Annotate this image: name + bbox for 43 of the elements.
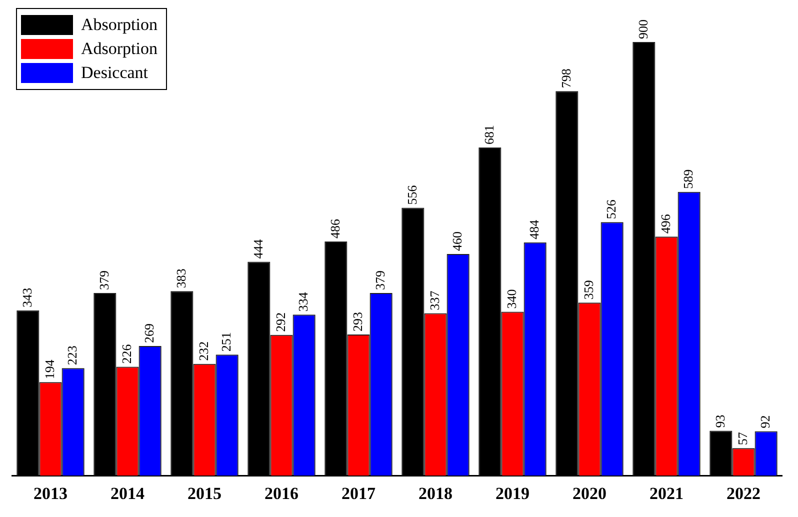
x-tick-label: 2016 [264,484,298,504]
data-label: 556 [404,184,420,205]
data-label: 486 [327,218,342,238]
data-label: 293 [350,312,365,332]
data-label: 92 [758,415,773,428]
data-label: 589 [680,169,696,189]
legend-label: Desiccant [81,63,148,83]
data-label: 337 [426,290,442,310]
data-label: 900 [635,20,650,39]
x-tick-label: 2020 [572,484,606,504]
data-label: 359 [580,280,596,300]
data-label: 340 [504,289,519,309]
x-tick-label: 2021 [650,484,684,504]
x-tick-label: 2018 [418,484,452,504]
data-label: 269 [142,324,157,343]
data-label: 334 [296,292,311,312]
data-label: 343 [19,288,34,308]
data-label: 223 [64,346,80,366]
data-label: 798 [558,68,574,88]
data-label: 460 [450,231,465,251]
data-label: 681 [481,125,496,145]
x-tick-label: 2017 [342,484,376,504]
x-tick-label: 2013 [34,484,68,504]
data-label: 251 [218,332,234,352]
data-label: 444 [250,238,266,259]
x-tick-label: 2019 [496,484,530,504]
x-tick-label: 2014 [110,484,145,504]
data-label: 383 [173,268,188,288]
data-label: 232 [196,341,211,361]
data-label: 484 [526,219,542,240]
data-label: 57 [734,432,750,446]
data-label: 379 [96,270,112,290]
data-label: 379 [372,270,388,290]
x-tick-label: 2022 [726,484,760,504]
x-tick-label: 2015 [188,484,222,504]
data-label: 292 [272,312,288,332]
data-label: 526 [604,199,619,220]
data-label: 93 [712,414,728,428]
legend-label: Adsorption [81,39,158,59]
data-label: 496 [658,214,673,234]
data-label: 194 [42,359,57,380]
data-label: 226 [118,344,134,364]
legend-label: Absorption [81,15,158,35]
